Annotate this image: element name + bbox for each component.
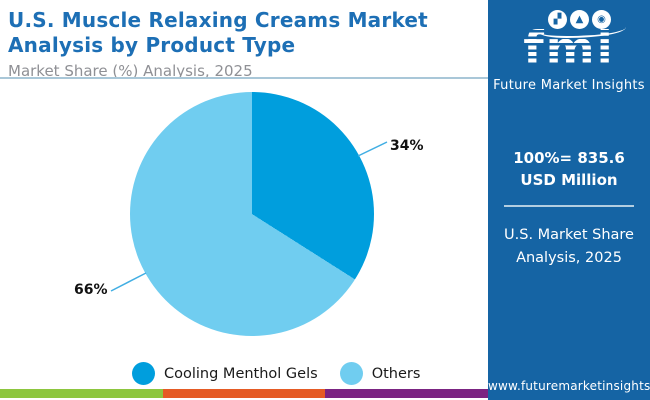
logo-icons: ▞ ▲ ◉ <box>548 10 611 29</box>
legend-item-others: Others <box>339 362 421 385</box>
map-icon: ▞ <box>548 10 567 29</box>
page-subtitle: Market Share (%) Analysis, 2025 <box>8 61 253 80</box>
footer-stripe-green <box>0 389 163 398</box>
leader-line-34 <box>357 141 388 157</box>
leader-line-66 <box>110 272 147 292</box>
legend-marker-others <box>339 362 363 385</box>
page-title: U.S. Muscle Relaxing Creams Market Analy… <box>8 8 480 59</box>
slice-label-others: 66% <box>74 282 108 298</box>
sidebar-divider <box>504 204 634 207</box>
logo-swoosh <box>540 22 626 38</box>
chart-header: U.S. Muscle Relaxing Creams Market Analy… <box>0 0 488 80</box>
slice-label-cooling-menthol-gels: 34% <box>390 138 424 154</box>
page-title-line2: Analysis by Product Type <box>8 33 296 58</box>
logo-wordmark: fmi <box>488 26 650 73</box>
market-context-label: U.S. Market Share Analysis, 2025 <box>504 226 634 267</box>
fmi-logo: ▞ ▲ ◉ fmi Future Market Insights <box>488 8 650 100</box>
chart-panel: U.S. Muscle Relaxing Creams Market Analy… <box>0 0 489 398</box>
compass-icon: ▲ <box>570 10 589 29</box>
legend-marker-cooling-menthol-gels <box>132 362 155 385</box>
footer-stripe-purple <box>325 389 489 398</box>
legend-label-cooling-menthol-gels: Cooling Menthol Gels <box>164 365 318 382</box>
sidebar: ▞ ▲ ◉ fmi Future Market Insights 100%= 8… <box>488 0 650 400</box>
legend-item-cooling-menthol-gels: Cooling Menthol Gels <box>132 362 318 385</box>
website-link[interactable]: www.futuremarketinsights.com <box>488 379 650 393</box>
market-total-value: 100%= 835.6 USD Million <box>513 149 625 189</box>
logo-caption: Future Market Insights <box>493 78 645 93</box>
page-title-line1: U.S. Muscle Relaxing Creams Market <box>8 8 428 32</box>
footer-stripe-orange <box>162 389 326 398</box>
globe-icon: ◉ <box>592 10 611 29</box>
legend-label-others: Others <box>371 365 421 382</box>
legend: Cooling Menthol Gels Others <box>132 362 420 385</box>
footer-stripes <box>0 389 489 398</box>
header-divider <box>0 77 488 79</box>
pie-chart <box>130 92 374 336</box>
